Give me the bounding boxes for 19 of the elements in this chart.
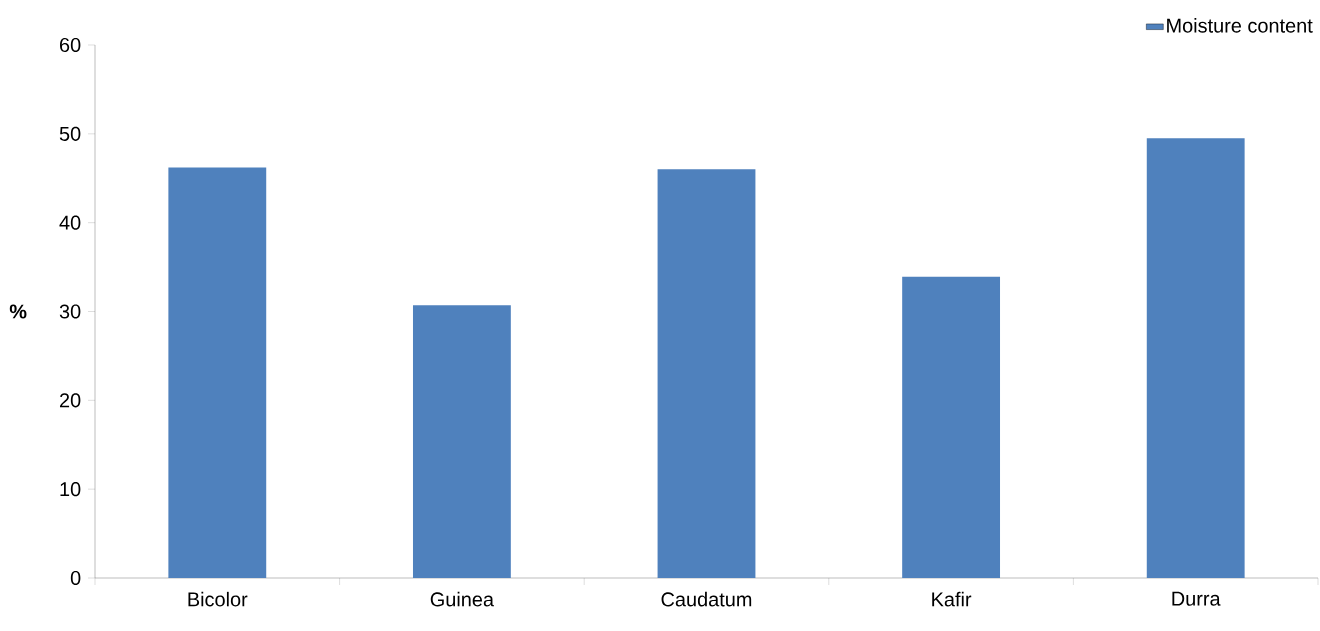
y-tick-label: 40 [59,215,81,230]
y-tick-label: 20 [60,393,81,408]
x-tick-label: Caudatum [661,591,752,607]
y-tick-label: 60 [60,37,81,53]
bar [657,169,756,578]
bar [168,167,267,578]
x-tick-label: Durra [1172,591,1221,606]
bar [412,305,511,578]
y-tick-label: 10 [60,482,81,497]
bar [902,276,1001,578]
y-axis-title: % [9,304,27,319]
x-tick-label: Bicolor [188,591,248,607]
y-tick-label: 30 [59,304,81,319]
x-tick-label: Kafir [932,591,972,607]
legend-label: Moisture content [1167,18,1313,33]
x-tick-label: Guinea [430,591,495,607]
bar [1146,138,1245,578]
y-tick-label: 50 [59,126,81,141]
y-tick-label: 0 [70,570,81,586]
